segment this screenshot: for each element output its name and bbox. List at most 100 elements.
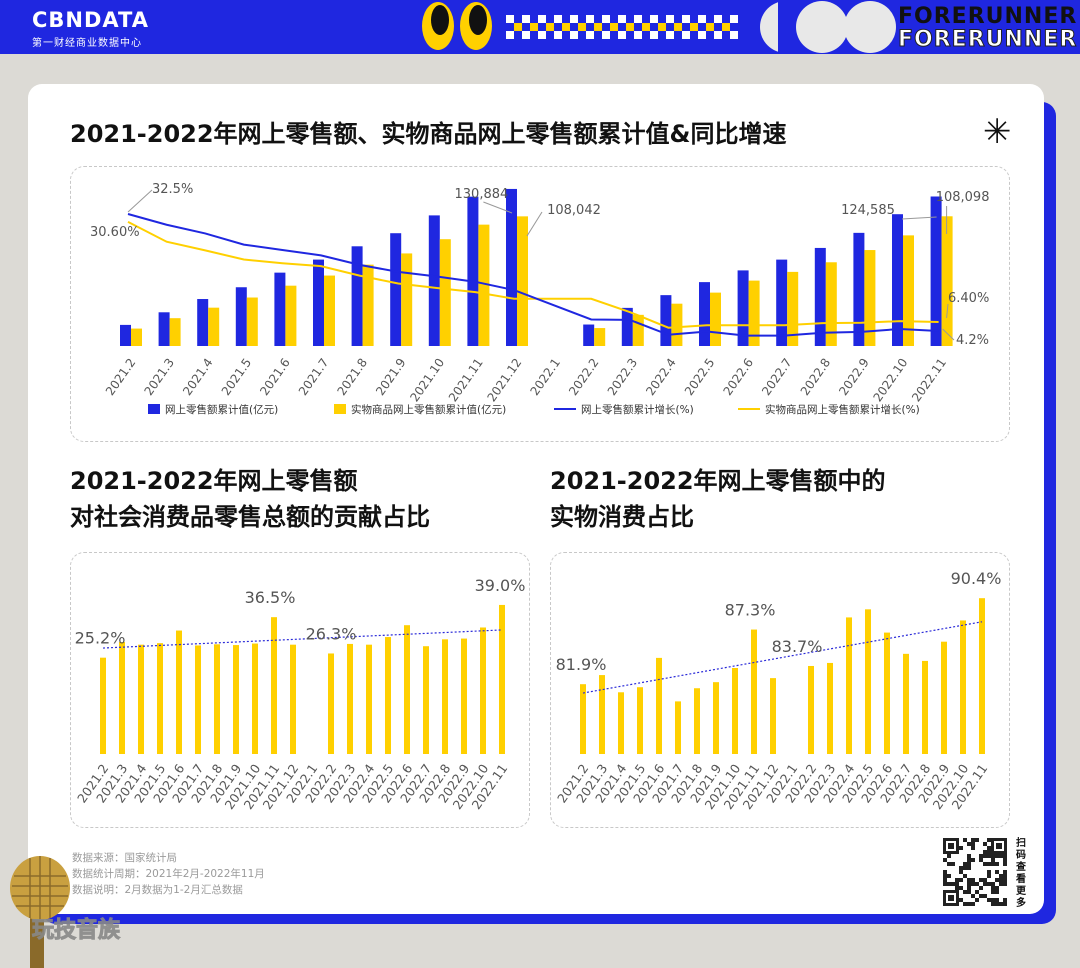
qr-module [955, 882, 959, 886]
x-tick-label: 2021.7 [296, 356, 332, 398]
qr-module [983, 850, 987, 854]
qr-code-icon[interactable] [943, 838, 1007, 906]
data-label-leader [526, 211, 543, 237]
trendline [102, 629, 503, 649]
right-chart-title-line2: 实物消费占比 [550, 503, 694, 531]
checker-cell [546, 31, 554, 39]
qr-finder [948, 843, 954, 849]
checker-cell [618, 15, 626, 23]
checker-cell [594, 15, 602, 23]
qr-module [979, 886, 983, 890]
checker-cell [674, 23, 682, 31]
bar [119, 642, 125, 754]
checker-cell [722, 23, 730, 31]
main-chart-frame [70, 166, 1010, 442]
qr-module [999, 854, 1003, 858]
bar [694, 688, 700, 754]
bar [195, 645, 201, 754]
bar [423, 646, 429, 754]
qr-module [967, 886, 971, 890]
qr-module [991, 854, 995, 858]
checker-cell [586, 15, 594, 23]
x-tick-label: 2022.8 [798, 356, 834, 398]
data-label-leader [946, 303, 949, 319]
qr-module [967, 858, 971, 862]
qr-module [967, 866, 971, 870]
qr-module [991, 858, 995, 862]
data-label-leader [942, 328, 955, 341]
checker-cell [634, 15, 642, 23]
qr-module [971, 842, 975, 846]
checker-cell [578, 23, 586, 31]
data-label: 81.9% [556, 655, 607, 674]
checker-cell [514, 31, 522, 39]
qr-module [975, 838, 979, 842]
qr-module [1003, 898, 1007, 902]
data-label: 4.2% [956, 333, 989, 348]
bar [404, 625, 410, 754]
legend-swatch [334, 404, 346, 414]
qr-module [1003, 870, 1007, 874]
checker-cell [698, 31, 706, 39]
qr-module [1003, 862, 1007, 866]
data-label-leader [127, 189, 153, 213]
checker-cell [626, 31, 634, 39]
bar-physical-sales [478, 224, 490, 346]
data-label: 87.3% [725, 601, 776, 620]
checker-cell [706, 15, 714, 23]
bar-physical-sales [285, 285, 297, 346]
qr-module [987, 854, 991, 858]
checker-cell [522, 31, 530, 39]
qr-module [971, 858, 975, 862]
bar [499, 604, 505, 754]
checker-cell [634, 23, 642, 31]
qr-module [979, 878, 983, 882]
bar-online-sales [274, 272, 286, 346]
checker-cell [578, 15, 586, 23]
checker-cell [530, 15, 538, 23]
right-chart-title-line1: 2021-2022年网上零售额中的 [550, 467, 886, 495]
checker-cell [554, 31, 562, 39]
line-physical-growth [127, 220, 939, 329]
bar-physical-sales [169, 318, 181, 346]
bar [732, 668, 738, 754]
qr-module [979, 894, 983, 898]
checker-cell [594, 31, 602, 39]
data-label: 90.4% [951, 569, 1002, 588]
qr-module [991, 886, 995, 890]
qr-module [947, 882, 951, 886]
qr-module [979, 858, 983, 862]
x-tick-label: 2021.8 [334, 356, 370, 398]
bar [865, 609, 871, 754]
trendline [582, 621, 983, 694]
right-chart-frame [550, 552, 1010, 828]
checker-cell [506, 15, 514, 23]
bar [713, 682, 719, 754]
checker-cell [658, 31, 666, 39]
bar-online-sales [428, 215, 440, 346]
qr-module [959, 846, 963, 850]
qr-module [999, 882, 1003, 886]
qr-module [1003, 882, 1007, 886]
checker-cell [650, 31, 658, 39]
checker-cell [506, 23, 514, 31]
data-label: 108,042 [547, 203, 601, 218]
bar-online-sales [621, 307, 633, 346]
bar [770, 678, 776, 754]
bar [675, 701, 681, 754]
x-tick-label: 2021.3 [141, 356, 177, 398]
qr-module [991, 898, 995, 902]
qr-module [971, 878, 975, 882]
bar-online-sales [390, 233, 402, 346]
qr-module [987, 898, 991, 902]
qr-module [963, 862, 967, 866]
checker-cell [554, 23, 562, 31]
checker-cell [538, 31, 546, 39]
qr-module [991, 890, 995, 894]
bar-online-sales [776, 259, 788, 346]
left-chart-frame [70, 552, 530, 828]
checker-cell [674, 15, 682, 23]
x-tick-label: 2021.10 [407, 356, 447, 405]
bar [846, 617, 852, 754]
qr-module [971, 902, 975, 906]
